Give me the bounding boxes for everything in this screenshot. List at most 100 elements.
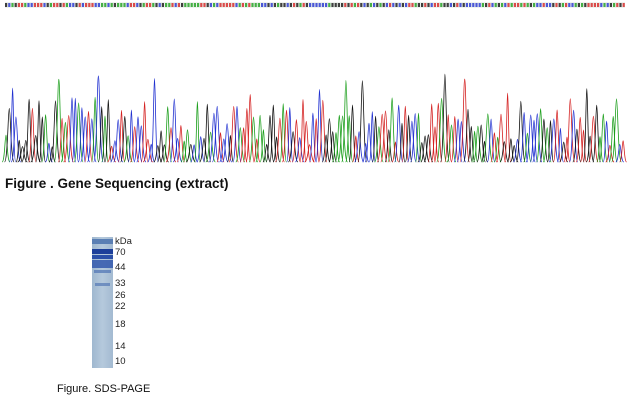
base-call (312, 3, 315, 7)
base-call (392, 3, 395, 7)
trace-peak (380, 110, 391, 163)
base-call (75, 3, 78, 7)
trace-peak (580, 129, 587, 163)
base-call (46, 3, 49, 7)
base-call (40, 3, 43, 7)
base-call (286, 3, 289, 7)
base-call (430, 3, 433, 7)
marker-label: 22 (115, 301, 126, 312)
base-call (235, 3, 238, 7)
base-call (417, 3, 420, 7)
trace-peak (30, 135, 41, 163)
trace-peak (328, 131, 337, 163)
base-call (606, 3, 609, 7)
base-call (325, 3, 328, 7)
base-call (145, 3, 148, 7)
base-call (597, 3, 600, 7)
trace-peak (509, 144, 519, 163)
trace-peak (228, 105, 239, 163)
base-call (545, 3, 548, 7)
trace-peak (482, 113, 494, 163)
trace-peak (203, 103, 212, 163)
trace-peak (150, 78, 159, 163)
gel-lane (92, 237, 113, 368)
trace-peak (110, 140, 120, 163)
trace-peak (157, 130, 165, 163)
base-call (353, 3, 356, 7)
base-call (254, 3, 257, 7)
trace-peak (312, 118, 320, 163)
base-call (488, 3, 491, 7)
trace-peak (499, 141, 510, 163)
trace-peak (486, 118, 496, 163)
base-call (187, 3, 190, 7)
base-call (184, 3, 187, 7)
trace-peak (376, 113, 388, 163)
trace-peak (281, 109, 292, 163)
base-call (533, 3, 536, 7)
trace-peak (136, 125, 147, 163)
trace-peak (563, 136, 571, 163)
base-call (267, 3, 270, 7)
base-call (225, 3, 228, 7)
gel-band (92, 249, 113, 254)
trace-peak (391, 141, 400, 163)
base-call (389, 3, 392, 7)
base-call (408, 3, 411, 7)
trace-peak (190, 144, 199, 163)
base-call (584, 3, 587, 7)
base-call (587, 3, 590, 7)
base-call (110, 3, 113, 7)
base-call (200, 3, 203, 7)
base-call (193, 3, 196, 7)
marker-label: 44 (115, 262, 126, 273)
trace-peak (472, 125, 483, 163)
base-call (613, 3, 616, 7)
base-call (158, 3, 161, 7)
trace-peak (80, 116, 91, 163)
trace-peak (523, 132, 532, 163)
trace-peak (512, 138, 523, 163)
base-call (289, 3, 292, 7)
trace-peak (1, 134, 11, 163)
trace-peak (194, 101, 201, 163)
trace-peak (130, 126, 140, 163)
base-call (619, 3, 622, 7)
base-call (517, 3, 520, 7)
base-call (190, 3, 193, 7)
base-call (88, 3, 91, 7)
base-call (549, 3, 552, 7)
base-call (126, 3, 129, 7)
trace-peak (15, 139, 23, 163)
trace-peak (78, 107, 86, 163)
base-call (459, 3, 462, 7)
trace-peak (279, 103, 287, 163)
trace-peak (608, 115, 618, 163)
trace-peak (417, 142, 427, 163)
trace-peak (71, 97, 79, 163)
base-call (241, 3, 244, 7)
base-call (5, 3, 8, 7)
trace-peak (321, 134, 331, 163)
base-call (293, 3, 296, 7)
trace-peak (93, 75, 104, 163)
base-call (526, 3, 529, 7)
trace-peak (127, 109, 135, 163)
trace-peak (101, 115, 109, 163)
base-call (222, 3, 225, 7)
base-call (62, 3, 65, 7)
trace-peak (133, 116, 143, 163)
trace-peak (434, 102, 443, 163)
base-call (520, 3, 523, 7)
trace-peak (113, 119, 124, 163)
base-call (568, 3, 571, 7)
base-call (197, 3, 200, 7)
base-call (165, 3, 168, 7)
base-call (101, 3, 104, 7)
base-call (245, 3, 248, 7)
base-call (600, 3, 603, 7)
trace-peak (559, 141, 569, 163)
trace-peak (364, 122, 374, 163)
trace-peak (440, 73, 450, 163)
